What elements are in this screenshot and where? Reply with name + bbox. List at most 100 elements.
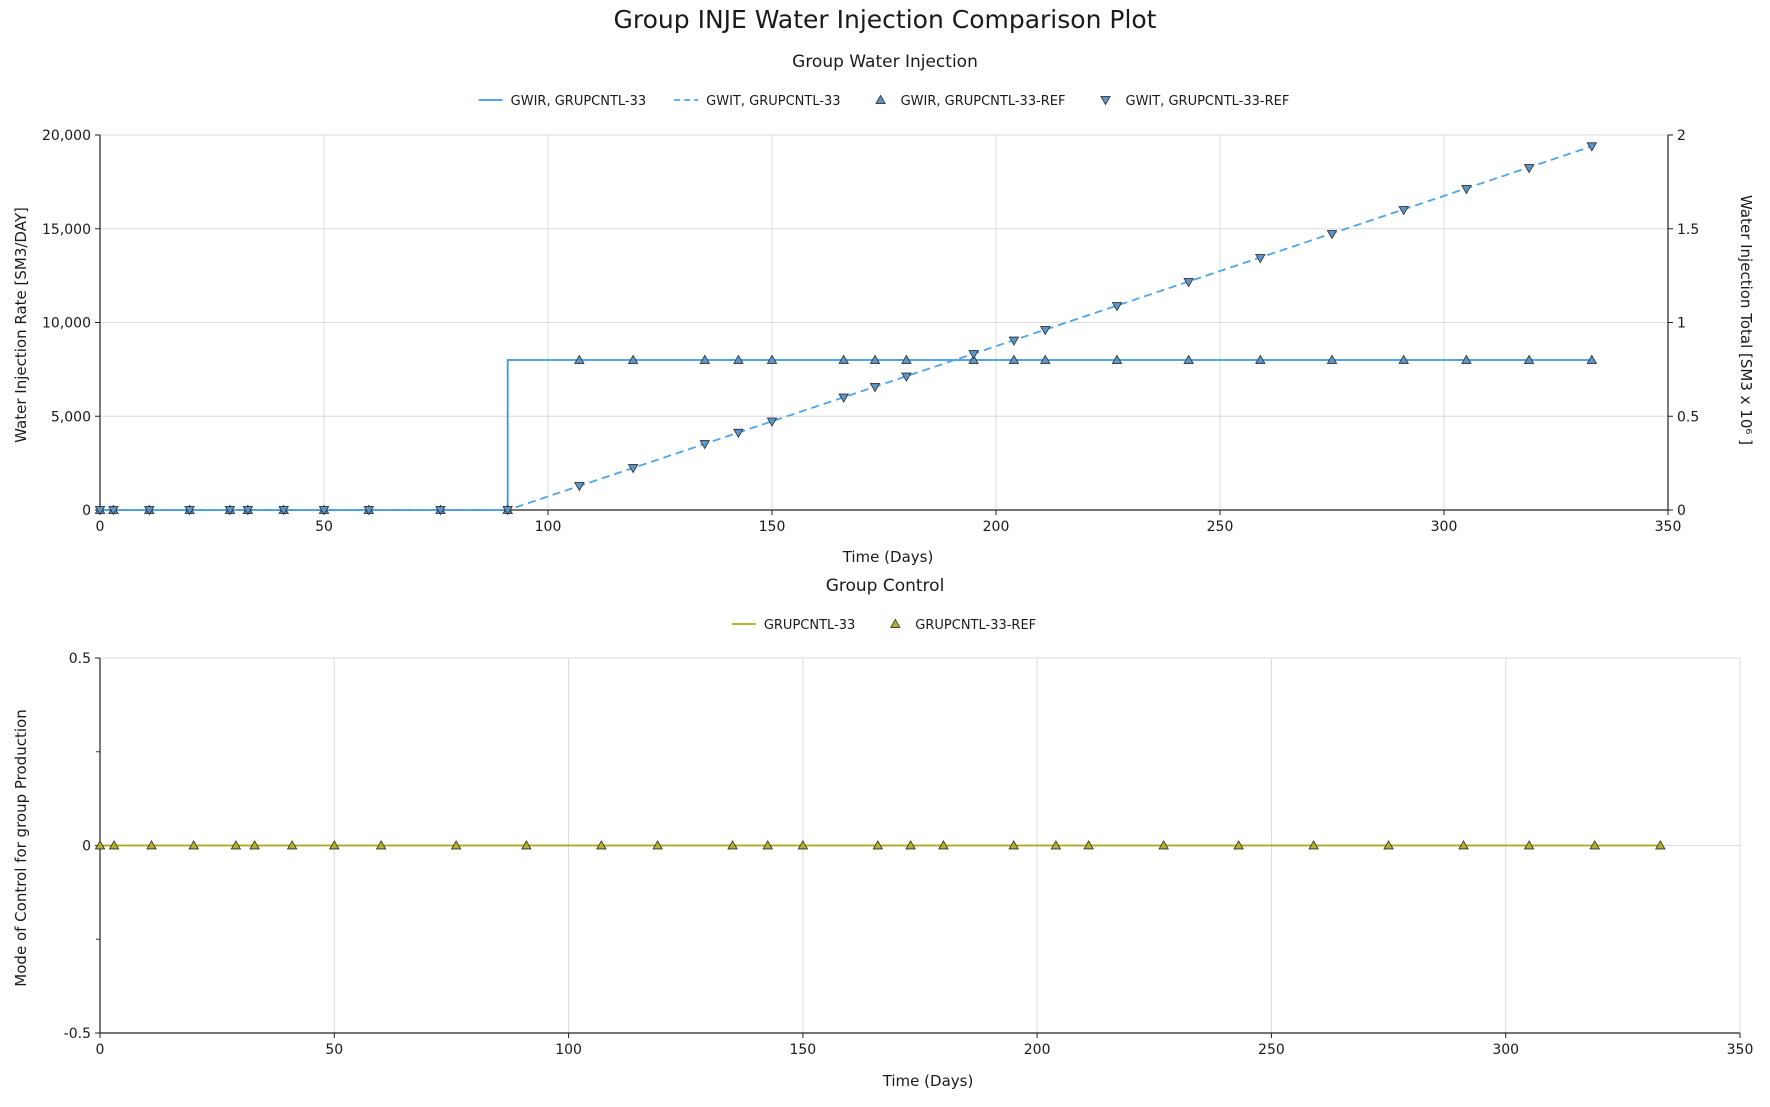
chart-1-series-4-point: [699, 440, 711, 450]
chart-1-series-4-point: [901, 372, 912, 382]
chart-1-legend-item-1: GWIR, GRUPCNTL-33: [478, 94, 647, 109]
chart-2-y-tick-label: 0.5: [69, 651, 91, 667]
chart-1-series-3-point: [1008, 354, 1020, 364]
chart-2-series-2-point: [108, 840, 120, 850]
chart-1-series-4-point: [1461, 185, 1472, 195]
chart-2-series-2-point: [1050, 840, 1062, 850]
chart-1-y2-tick-label: 0.5: [1677, 409, 1699, 425]
chart-1-series-4-point: [1008, 336, 1020, 346]
chart-1-series-3-point: [733, 354, 744, 364]
chart-1-series-4-point: [108, 506, 119, 516]
chart-1-series-4-point: [363, 506, 375, 516]
chart-1-y-tick-label: 10,000: [42, 316, 91, 332]
chart-1-series-3-point: [1586, 354, 1598, 364]
chart-1-y2-tick-label: 0: [1677, 503, 1686, 519]
chart-1-x-tick-label: 300: [1431, 519, 1458, 535]
chart-2-series-2-point: [521, 840, 532, 850]
chart-1-legend-item-3: GWIR, GRUPCNTL-33-REF: [875, 94, 1066, 109]
chart-2-series-2-point: [1458, 840, 1469, 850]
chart-1-x-tick-label: 350: [1655, 519, 1682, 535]
chart-1-series-4-point: [94, 506, 106, 516]
chart-1-series-4-point: [766, 417, 778, 427]
chart-2-x-tick-label: 300: [1492, 1042, 1519, 1058]
chart-1-series-3-point: [1111, 354, 1123, 364]
chart-2-y-axis-title: Mode of Control for group Production: [12, 709, 30, 986]
chart-1-series-4-point: [1183, 278, 1194, 288]
chart-1-series-4-point: [1255, 254, 1266, 264]
chart-2-series-2-point: [1158, 840, 1169, 850]
chart-1-series-4-point: [242, 506, 254, 516]
chart-2-series-2-point: [1308, 840, 1319, 850]
chart-2-series-2-point: [375, 840, 387, 850]
chart-1-series-3-point: [627, 354, 639, 364]
chart-1-y-tick-label: 5,000: [51, 409, 91, 425]
chart-1-series-4-point: [733, 428, 744, 439]
chart-2-x-tick-label: 100: [555, 1042, 582, 1058]
chart-1-x-tick-label: 150: [759, 519, 786, 535]
chart-1-legend-item-4-label: GWIT, GRUPCNTL-33-REF: [1126, 94, 1290, 109]
chart-1-series-3-point: [699, 354, 711, 364]
chart-1-series-4-point: [1586, 142, 1598, 152]
chart-1-series-3-point: [869, 354, 881, 364]
chart-2-y-tick-label: 0: [82, 839, 91, 855]
chart-1-series-4-point: [278, 506, 289, 516]
chart-2-title: Group Control: [826, 576, 945, 596]
chart-1-series-1-line: [100, 359, 1592, 511]
chart-2-series-2-point: [872, 840, 884, 850]
chart-1-series-4-point: [1523, 164, 1535, 174]
chart-2-series-2-point: [1589, 840, 1601, 850]
chart-1-series-3-point: [766, 354, 778, 364]
chart-2-series-2-point: [328, 840, 340, 850]
page-title: Group INJE Water Injection Comparison Pl…: [614, 5, 1157, 34]
chart-2-series-2-point: [230, 840, 242, 850]
chart-1-y-tick-label: 0: [82, 503, 91, 519]
chart-2-legend: GRUPCNTL-33 GRUPCNTL-33-REF: [731, 618, 1036, 633]
chart-1-series-4-point: [502, 506, 513, 516]
chart-1-series-3-point: [1039, 354, 1051, 364]
chart-2-series-2-point: [1655, 840, 1666, 850]
chart-1-legend-item-4: GWIT, GRUPCNTL-33-REF: [1100, 94, 1290, 109]
chart-1-series-4-point: [224, 506, 236, 516]
chart-2-x-tick-label: 350: [1727, 1042, 1754, 1058]
chart-1-legend-item-1-label: GWIR, GRUPCNTL-33: [511, 94, 647, 109]
chart-1-series-4-point: [318, 506, 330, 516]
chart-1-series-4-point: [574, 482, 585, 492]
chart-1-series-4-point: [143, 506, 155, 516]
chart-2-x-tick-label: 250: [1258, 1042, 1285, 1058]
chart-2-series-2-point: [286, 840, 298, 850]
chart-1-series-4-point: [968, 350, 979, 360]
chart-1-y2-tick-label: 1.5: [1677, 222, 1699, 238]
chart-1-y2-tick-label: 2: [1677, 128, 1686, 144]
chart-1-plot-area: 0 50 100 150 200 250 300 35005,00010,00015,0002…: [42, 128, 1699, 535]
chart-1-y-axis-title: Water Injection Rate [SM3/DAY]: [12, 207, 30, 443]
chart-1-x-tick-label: 50: [315, 519, 333, 535]
chart-2-legend-item-1: GRUPCNTL-33: [731, 618, 855, 633]
chart-2-legend-item-2-label: GRUPCNTL-33-REF: [915, 618, 1036, 633]
chart-1-series-4-point: [1039, 326, 1051, 336]
chart-2-series-2-point: [146, 840, 157, 850]
chart-1-series-4-point: [869, 383, 881, 393]
chart-2-series-2-point: [596, 840, 607, 850]
chart-1-series-4-point: [838, 393, 849, 403]
chart-2-legend-item-1-label: GRUPCNTL-33: [764, 618, 855, 633]
chart-2-series-2-point: [1523, 840, 1535, 850]
chart-1-series-3-point: [1183, 354, 1194, 364]
chart-1-x-axis-title: Time (Days): [842, 548, 934, 566]
chart-2-series-2-point: [450, 840, 462, 850]
chart-1-legend: GWIR, GRUPCNTL-33 GWIT, GRUPCNTL-33 GWIR, …: [478, 94, 1290, 109]
chart-1-x-tick-label: 100: [535, 519, 562, 535]
chart-2-legend-item-2-swatch: [890, 618, 901, 628]
chart-2-series-2-point: [905, 840, 916, 850]
chart-1-x-tick-label: 0: [96, 519, 105, 535]
chart-2-series-2-point: [94, 840, 106, 850]
chart-1-series-4-point: [627, 464, 639, 474]
chart-2-series-2-point: [249, 840, 260, 850]
chart-1-series-3-point: [968, 354, 979, 364]
chart-2-x-tick-label: 0: [96, 1042, 105, 1058]
chart-1-series-3-point: [901, 354, 912, 364]
chart-1-series-4-point: [184, 506, 195, 516]
chart-1-legend-item-3-label: GWIR, GRUPCNTL-33-REF: [901, 94, 1066, 109]
chart-1-series-3-point: [1461, 354, 1472, 364]
